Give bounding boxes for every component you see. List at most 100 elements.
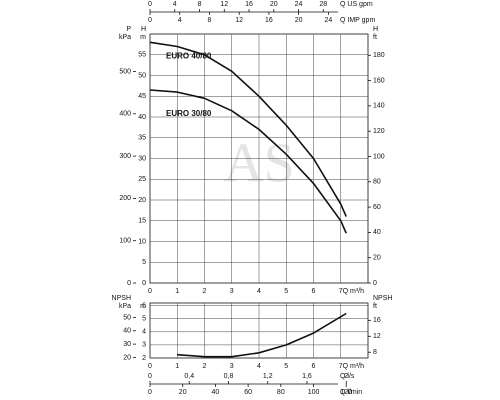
flow-tick-label: 8: [208, 17, 212, 24]
flow-tick-label: 28: [319, 1, 327, 8]
x-tick-label: 4: [257, 363, 261, 370]
flow-tick-label: 16: [245, 1, 253, 8]
x-tick-label: 0: [148, 288, 152, 295]
y-tick-label: 400: [119, 111, 131, 118]
y-tick-label: 50: [138, 72, 146, 79]
flow-tick-label: 60: [244, 389, 252, 396]
y-axis-unit: ft: [373, 34, 377, 41]
flow-tick-label: 100: [308, 389, 320, 396]
y-tick-label: 0: [373, 280, 377, 287]
y-tick-label: 20: [373, 255, 381, 262]
y-tick-label: 0: [127, 280, 131, 287]
y-tick-label: 50: [123, 314, 131, 321]
y-tick-label: 12: [373, 333, 381, 340]
y-tick-label: 4: [142, 329, 146, 336]
y-tick-label: 100: [373, 153, 385, 160]
x-axis-label: Q m³/h: [343, 363, 364, 370]
curve-label: EURO 40/80: [166, 51, 212, 60]
y-tick-label: 10: [138, 238, 146, 245]
flow-axis-label: Q IMP gpm: [340, 17, 375, 24]
flow-tick-label: 20: [295, 17, 303, 24]
x-tick-label: 3: [230, 288, 234, 295]
y-tick-label: 30: [138, 155, 146, 162]
x-tick-label: 7: [339, 363, 343, 370]
flow-tick-label: 1,2: [263, 373, 273, 380]
x-tick-label: 7: [339, 288, 343, 295]
curve: [177, 312, 347, 358]
y-tick-label: 5: [142, 316, 146, 323]
flow-tick-label: 120: [340, 389, 352, 396]
flow-tick-label: 4: [178, 17, 182, 24]
y-axis-label: NPSH: [373, 295, 392, 302]
y-tick-label: 120: [373, 128, 385, 135]
y-tick-label: 35: [138, 135, 146, 142]
flow-tick-label: 0: [148, 389, 152, 396]
x-tick-label: 5: [284, 288, 288, 295]
y-tick-label: 180: [373, 52, 385, 59]
x-tick-label: 6: [312, 363, 316, 370]
y-axis-label: NPSH: [112, 295, 131, 302]
x-tick-label: 1: [175, 363, 179, 370]
flow-axis-label: Q l/s: [340, 373, 355, 380]
x-tick-label: 2: [203, 288, 207, 295]
flow-tick-label: 0,4: [184, 373, 194, 380]
flow-tick-label: 40: [212, 389, 220, 396]
flow-tick-label: 2: [344, 373, 348, 380]
flow-tick-label: 20: [179, 389, 187, 396]
y-axis-unit: kPa: [119, 303, 131, 310]
y-tick-label: 30: [123, 341, 131, 348]
y-axis-label: H: [373, 26, 378, 33]
x-tick-label: 4: [257, 288, 261, 295]
curve: [149, 41, 347, 217]
y-tick-label: 300: [119, 153, 131, 160]
flow-tick-label: 0: [148, 1, 152, 8]
flow-tick-label: 20: [270, 1, 278, 8]
y-tick-label: 140: [373, 103, 385, 110]
curve: [149, 89, 347, 234]
y-tick-label: 200: [119, 195, 131, 202]
flow-axis-label: Q l/min: [340, 389, 362, 396]
y-tick-label: 45: [138, 93, 146, 100]
y-tick-label: 25: [138, 176, 146, 183]
curve-label: EURO 30/80: [166, 109, 212, 118]
y-tick-label: 6: [142, 302, 146, 309]
y-tick-label: 3: [142, 342, 146, 349]
y-axis-unit: ft: [373, 303, 377, 310]
flow-tick-label: 0: [148, 373, 152, 380]
y-tick-label: 2: [142, 355, 146, 362]
y-tick-label: 100: [119, 238, 131, 245]
y-axis-unit: m: [140, 303, 146, 310]
x-tick-label: 6: [312, 288, 316, 295]
y-tick-label: 5: [142, 259, 146, 266]
x-tick-label: 0: [148, 363, 152, 370]
y-axis-unit: kPa: [119, 34, 131, 41]
flow-tick-label: 24: [324, 17, 332, 24]
y-tick-label: 40: [373, 229, 381, 236]
y-tick-label: 80: [373, 179, 381, 186]
flow-tick-label: 80: [277, 389, 285, 396]
y-axis-label: H: [141, 26, 146, 33]
x-tick-label: 5: [284, 363, 288, 370]
y-tick-label: 40: [138, 114, 146, 121]
y-tick-label: 20: [138, 197, 146, 204]
flow-tick-label: 8: [198, 1, 202, 8]
y-tick-label: 500: [119, 68, 131, 75]
y-tick-label: 60: [373, 204, 381, 211]
flow-tick-label: 4: [173, 1, 177, 8]
flow-tick-label: 1,6: [302, 373, 312, 380]
flow-tick-label: 12: [220, 1, 228, 8]
y-tick-label: 160: [373, 77, 385, 84]
y-axis-unit: m: [140, 34, 146, 41]
x-axis-label: Q m³/h: [343, 288, 364, 295]
x-tick-label: 3: [230, 363, 234, 370]
y-tick-label: 8: [373, 349, 377, 356]
y-tick-label: 16: [373, 317, 381, 324]
x-tick-label: 1: [175, 288, 179, 295]
flow-tick-label: 24: [295, 1, 303, 8]
y-axis-label: P: [126, 26, 131, 33]
flow-axis-label: Q US gpm: [340, 1, 373, 8]
y-tick-label: 20: [123, 354, 131, 361]
y-tick-label: 15: [138, 218, 146, 225]
x-tick-label: 2: [203, 363, 207, 370]
